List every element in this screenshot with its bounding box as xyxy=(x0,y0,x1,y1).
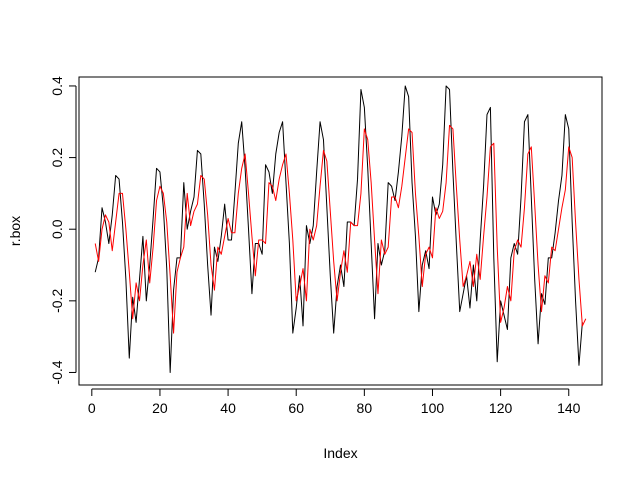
y-tick-label: -0.2 xyxy=(49,289,65,313)
series-line-1 xyxy=(94,85,583,373)
x-tick-label: 120 xyxy=(489,400,513,416)
x-tick-label: 100 xyxy=(421,400,445,416)
y-tick-label: 0.2 xyxy=(49,148,65,168)
x-axis: 0 20 40 60 80 100 120 140 xyxy=(88,388,581,416)
x-tick-label: 60 xyxy=(288,400,304,416)
y-tick-label: -0.4 xyxy=(49,360,65,384)
y-axis: -0.4 -0.2 0.0 0.2 0.4 xyxy=(49,76,77,385)
series-line-2 xyxy=(94,124,587,334)
x-tick-label: 80 xyxy=(357,400,373,416)
x-tick-label: 0 xyxy=(88,400,96,416)
y-tick-label: 0.4 xyxy=(49,76,65,96)
series-layer xyxy=(94,85,587,373)
x-tick-label: 140 xyxy=(557,400,581,416)
x-axis-label: Index xyxy=(323,445,357,461)
y-axis-label: r.box xyxy=(7,216,23,246)
x-tick-label: 20 xyxy=(152,400,168,416)
plot-frame xyxy=(78,76,603,386)
x-tick-label: 40 xyxy=(220,400,236,416)
y-tick-label: 0.0 xyxy=(49,219,65,239)
